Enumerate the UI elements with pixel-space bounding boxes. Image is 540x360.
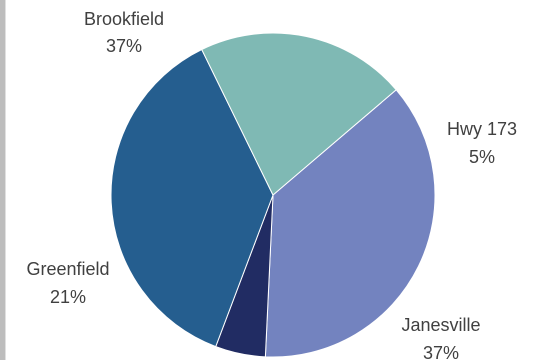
slice-label-brookfield-percent: 37% bbox=[106, 36, 142, 56]
slice-label-brookfield-name: Brookfield bbox=[84, 9, 164, 29]
slice-label-janesville-percent: 37% bbox=[423, 343, 459, 360]
window-left-edge bbox=[0, 0, 5, 360]
pie-labels: Brookfield 37% Hwy 173 5% Janesville 37%… bbox=[26, 9, 517, 360]
slice-label-hwy173-percent: 5% bbox=[469, 147, 495, 167]
pie-slice-brookfield bbox=[264, 89, 436, 358]
slice-label-janesville-name: Janesville bbox=[401, 315, 480, 335]
pie-slice-greenfield bbox=[201, 32, 397, 196]
slice-label-hwy173-name: Hwy 173 bbox=[447, 119, 517, 139]
window-left-edge-line bbox=[5, 0, 6, 360]
slice-label-greenfield-name: Greenfield bbox=[26, 259, 109, 279]
pie-slices bbox=[110, 32, 436, 358]
slice-label-greenfield-percent: 21% bbox=[50, 287, 86, 307]
pie-slice-janesville bbox=[110, 48, 274, 348]
